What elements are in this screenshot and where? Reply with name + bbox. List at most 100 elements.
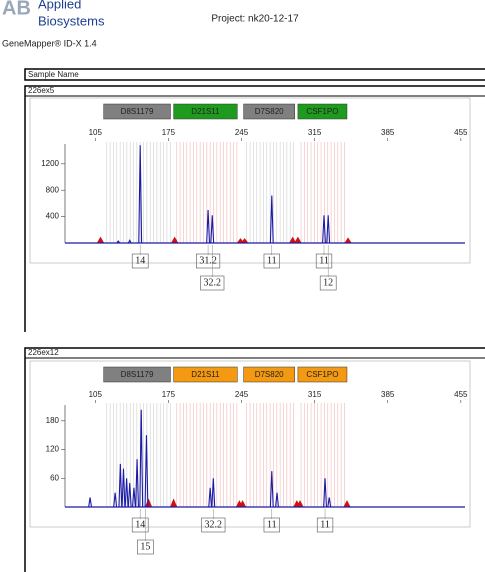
allele-box bbox=[200, 275, 225, 291]
allele-box bbox=[196, 253, 221, 269]
x-tick-label: 315 bbox=[308, 128, 322, 137]
marker-name: D8S1179 bbox=[121, 107, 154, 116]
x-tick-label: 245 bbox=[235, 128, 249, 137]
brand-line1: Applied bbox=[38, 0, 81, 11]
sample-header bbox=[24, 68, 485, 81]
logo: AB bbox=[2, 0, 31, 19]
panel-title: 226ex5 bbox=[28, 86, 55, 95]
marker-box bbox=[173, 366, 238, 383]
allele-label: 11 bbox=[320, 519, 330, 530]
marker-box bbox=[173, 103, 238, 120]
allele-box bbox=[131, 517, 149, 533]
peak bbox=[211, 478, 216, 508]
marker-box bbox=[243, 366, 296, 383]
plot-frame bbox=[29, 360, 471, 528]
x-tick-label: 245 bbox=[235, 390, 249, 399]
marker-box bbox=[103, 366, 171, 383]
x-tick-label: 385 bbox=[381, 390, 395, 399]
peak bbox=[118, 463, 123, 508]
peak bbox=[269, 471, 274, 508]
marker-name: D7S820 bbox=[255, 107, 284, 116]
allele-label: 32.2 bbox=[204, 277, 222, 288]
peak bbox=[323, 478, 328, 508]
allele-label: 11 bbox=[319, 255, 329, 266]
marker-name: D7S820 bbox=[255, 370, 284, 379]
allele-box bbox=[131, 253, 149, 269]
allele-label: 31.2 bbox=[199, 255, 217, 266]
y-tick-label: 800 bbox=[46, 185, 60, 194]
x-tick-label: 105 bbox=[89, 390, 103, 399]
x-tick-label: 455 bbox=[454, 390, 468, 399]
marker-box bbox=[243, 103, 296, 120]
peak bbox=[275, 492, 279, 508]
allele-box bbox=[315, 253, 333, 269]
peak bbox=[127, 239, 132, 244]
allele-label: 11 bbox=[267, 255, 277, 266]
y-tick-label: 120 bbox=[46, 445, 60, 454]
panel-frame bbox=[24, 347, 485, 572]
brand-line2: Biosystems bbox=[38, 13, 105, 28]
peak bbox=[327, 497, 332, 508]
peak bbox=[116, 240, 121, 244]
allele-box bbox=[319, 275, 337, 291]
y-tick-label: 1200 bbox=[41, 159, 59, 168]
peak bbox=[208, 487, 213, 508]
x-tick-label: 385 bbox=[381, 128, 395, 137]
sample-name-label: Sample Name bbox=[28, 70, 79, 79]
peak bbox=[269, 195, 274, 244]
pullup-peak bbox=[344, 237, 353, 244]
y-tick-label: 60 bbox=[50, 473, 59, 482]
peak bbox=[138, 145, 143, 244]
x-tick-label: 175 bbox=[162, 128, 176, 137]
marker-name: CSF1PO bbox=[306, 370, 338, 379]
peak bbox=[135, 459, 140, 508]
project: Project: nk20-12-17 bbox=[211, 14, 299, 25]
peak bbox=[88, 497, 93, 508]
x-tick-label: 105 bbox=[89, 128, 103, 137]
peak bbox=[326, 215, 331, 244]
allele-label: 11 bbox=[267, 519, 277, 530]
marker-box bbox=[297, 366, 348, 383]
peak bbox=[206, 209, 211, 244]
marker-name: D21S11 bbox=[191, 370, 220, 379]
peak bbox=[121, 468, 126, 508]
allele-label: 32.2 bbox=[205, 519, 223, 530]
x-tick-label: 315 bbox=[308, 390, 322, 399]
pullup-peak bbox=[343, 500, 351, 508]
x-tick-label: 455 bbox=[454, 128, 468, 137]
allele-label: 12 bbox=[323, 277, 333, 288]
peak bbox=[144, 435, 149, 508]
pullup-peak bbox=[169, 498, 178, 508]
peak bbox=[113, 492, 118, 508]
marker-name: D21S11 bbox=[191, 107, 220, 116]
marker-name: CSF1PO bbox=[306, 107, 338, 116]
peak bbox=[124, 478, 129, 508]
peak bbox=[322, 215, 326, 244]
software: GeneMapper® ID-X 1.4 bbox=[2, 38, 97, 48]
allele-label: 14 bbox=[135, 519, 145, 530]
pullup-peak bbox=[293, 236, 302, 244]
panel-title: 226ex12 bbox=[28, 348, 59, 357]
peak bbox=[127, 483, 132, 508]
peak bbox=[139, 409, 144, 508]
pullup-peak bbox=[144, 498, 153, 508]
allele-label: 15 bbox=[140, 541, 150, 552]
x-tick-label: 175 bbox=[162, 390, 176, 399]
allele-box bbox=[263, 253, 280, 269]
marker-name: D8S1179 bbox=[121, 370, 154, 379]
y-tick-label: 180 bbox=[46, 416, 60, 425]
marker-box bbox=[103, 103, 171, 120]
marker-box bbox=[297, 103, 348, 120]
peak bbox=[210, 215, 215, 244]
plot-frame bbox=[29, 97, 471, 264]
allele-box bbox=[201, 517, 226, 533]
panel-frame bbox=[24, 85, 485, 332]
pullup-peak bbox=[96, 236, 105, 244]
allele-box bbox=[316, 517, 334, 533]
y-tick-label: 400 bbox=[46, 212, 60, 221]
allele-label: 14 bbox=[135, 255, 145, 266]
peak bbox=[131, 487, 136, 508]
allele-box bbox=[137, 539, 154, 555]
allele-box bbox=[263, 517, 280, 533]
